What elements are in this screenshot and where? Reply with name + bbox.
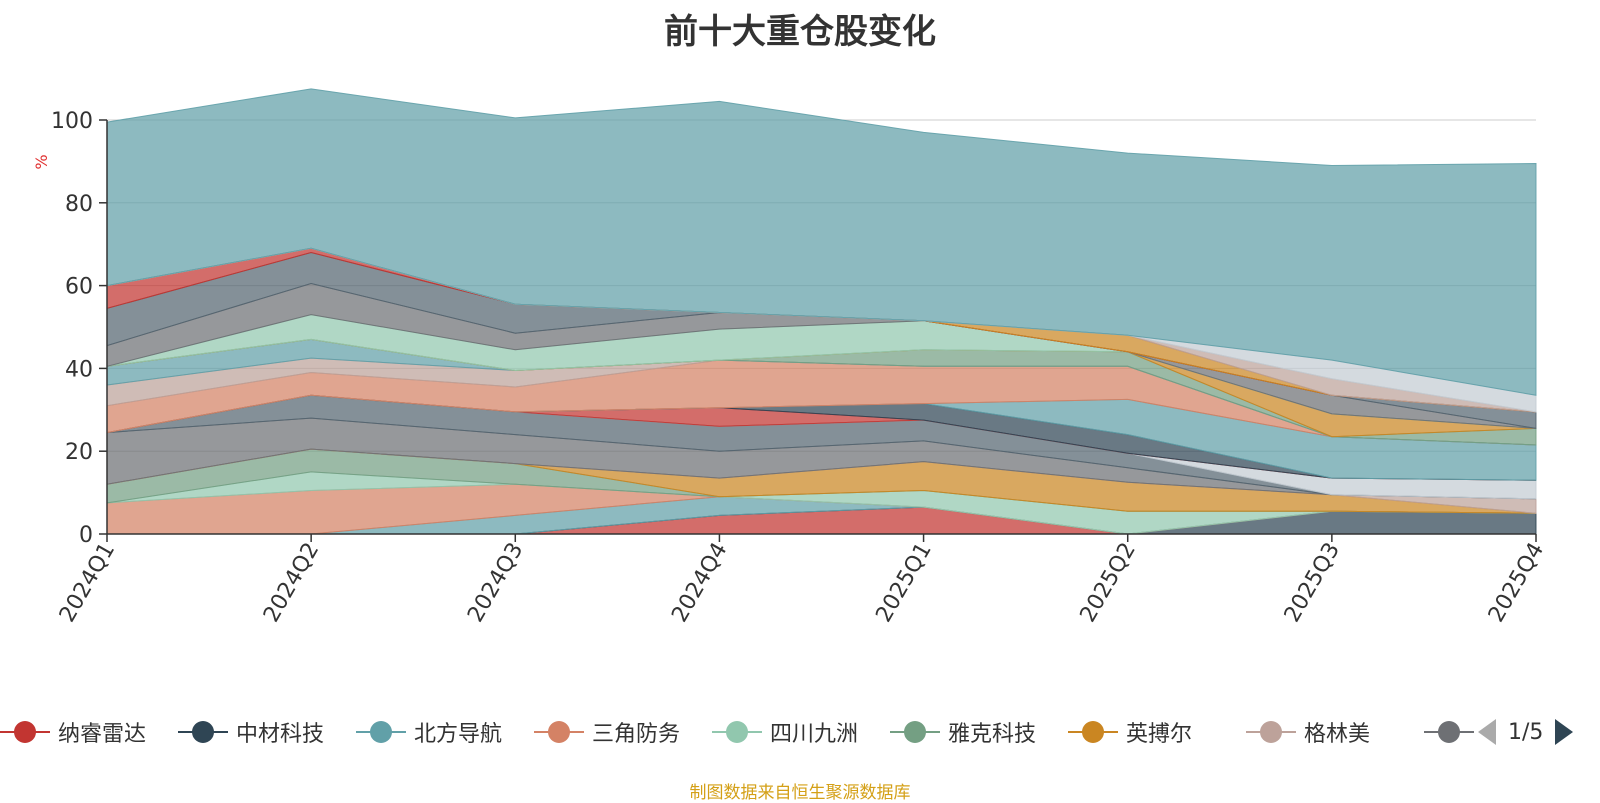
legend-page-indicator: 1/5 <box>1508 719 1544 745</box>
legend-marker-icon <box>890 719 940 745</box>
legend-marker-icon <box>712 719 762 745</box>
x-tick-label-2024Q3: 2024Q3 <box>463 539 528 627</box>
x-tick-label-2025Q4: 2025Q4 <box>1484 539 1549 627</box>
source-note: 制图数据来自恒生聚源数据库 <box>689 783 911 803</box>
legend-item-四川九洲[interactable]: 四川九洲 <box>712 712 858 752</box>
y-tick-label-0: 0 <box>79 523 93 548</box>
legend-item-北方导航[interactable]: 北方导航 <box>356 712 502 752</box>
y-tick-label-100: 100 <box>51 109 93 134</box>
legend-pager: 1/5 <box>1478 712 1600 752</box>
legend-marker-icon <box>1424 719 1474 745</box>
x-tick-label-2024Q2: 2024Q2 <box>259 539 324 627</box>
legend-prev-page-button[interactable] <box>1478 719 1496 745</box>
y-unit-label: % <box>32 154 51 169</box>
legend-item-格林美[interactable]: 格林美 <box>1246 712 1370 752</box>
legend-label: 四川九洲 <box>770 722 859 747</box>
x-tick-label-2025Q1: 2025Q1 <box>871 539 936 627</box>
area-series-group <box>106 88 1537 535</box>
legend-label: 格林美 <box>1304 722 1371 747</box>
x-tick-label-2024Q4: 2024Q4 <box>667 539 732 627</box>
y-tick-label-80: 80 <box>65 192 93 217</box>
x-tick-label-2025Q2: 2025Q2 <box>1076 539 1141 627</box>
legend: 纳睿雷达 中材科技 北方导航 三角防务 四川九洲 雅克科技 英搏尔 格林美 西部超导 <box>0 712 1478 752</box>
legend-next-page-button[interactable] <box>1555 719 1574 745</box>
y-tick-label-40: 40 <box>65 357 93 382</box>
x-tick-label-2024Q1: 2024Q1 <box>55 539 120 627</box>
legend-label: 三角防务 <box>592 722 681 747</box>
chart-title: 前十大重仓股变化 <box>664 12 936 52</box>
legend-marker-icon <box>1068 719 1118 745</box>
legend-label: 雅克科技 <box>948 722 1037 747</box>
legend-marker-icon <box>534 719 584 745</box>
x-tick-label-2025Q3: 2025Q3 <box>1280 539 1345 627</box>
legend-item-中材科技[interactable]: 中材科技 <box>178 712 324 752</box>
legend-label: 英搏尔 <box>1126 722 1193 747</box>
legend-marker-icon <box>1246 719 1296 745</box>
y-tick-label-60: 60 <box>65 275 93 300</box>
y-tick-label-20: 20 <box>65 440 93 465</box>
legend-marker-icon <box>178 719 228 745</box>
legend-item-三角防务[interactable]: 三角防务 <box>534 712 680 752</box>
legend-item-西部超导[interactable]: 西部超导 <box>1424 712 1478 752</box>
legend-item-雅克科技[interactable]: 雅克科技 <box>890 712 1036 752</box>
legend-label: 纳睿雷达 <box>58 722 147 747</box>
legend-label: 北方导航 <box>414 722 503 747</box>
legend-item-英搏尔[interactable]: 英搏尔 <box>1068 712 1192 752</box>
legend-marker-icon <box>0 719 50 745</box>
legend-marker-icon <box>356 719 406 745</box>
area-series-unlisted-26 <box>106 88 1537 396</box>
legend-label: 中材科技 <box>236 722 325 747</box>
legend-item-纳睿雷达[interactable]: 纳睿雷达 <box>0 712 146 752</box>
